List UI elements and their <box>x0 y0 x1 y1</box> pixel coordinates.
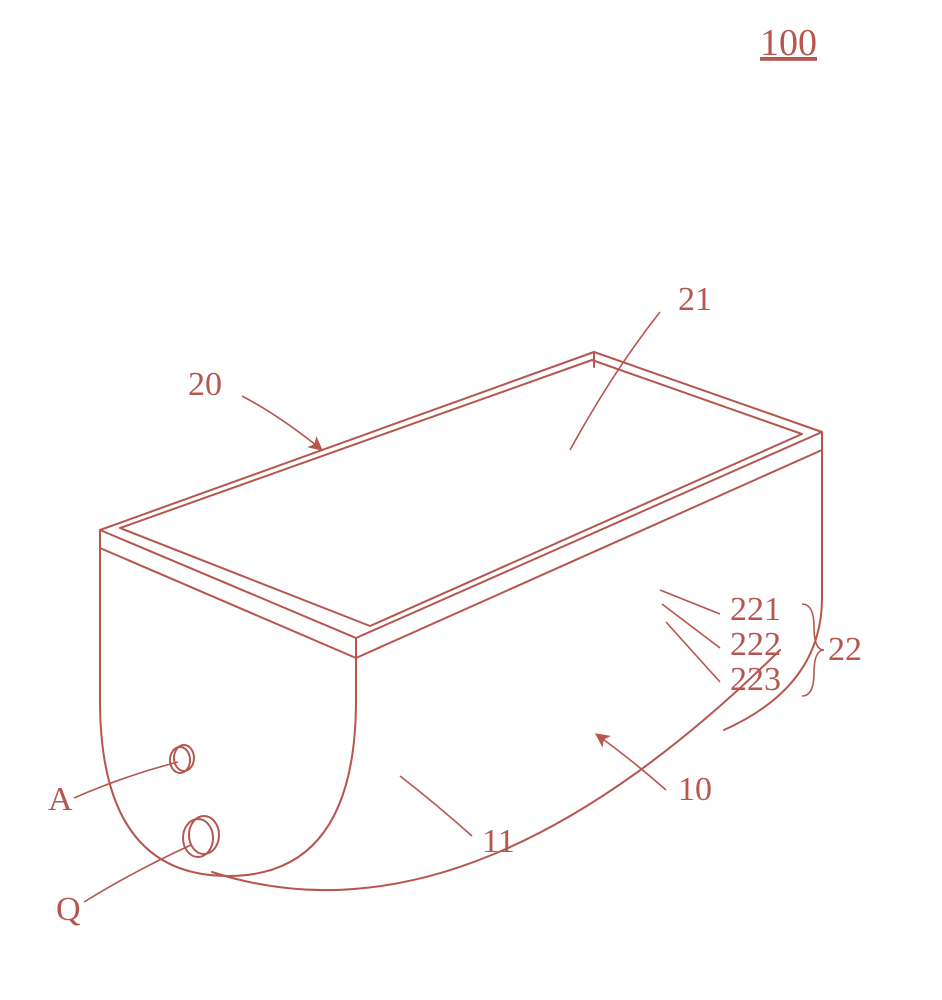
end-cap-near <box>100 548 356 876</box>
fig-number: 100 <box>760 22 817 64</box>
leader-a <box>74 762 178 798</box>
label-a: A <box>48 781 73 818</box>
device-outline <box>100 352 822 890</box>
label-q: Q <box>56 891 81 928</box>
leader-q <box>84 845 191 902</box>
label-20: 20 <box>188 366 222 403</box>
label-11: 11 <box>482 823 515 860</box>
labels: 100 20 21 10 11 A Q 221 222 223 22 <box>48 22 862 928</box>
label-22: 22 <box>828 631 862 668</box>
leader-223 <box>666 622 720 682</box>
leader-20 <box>242 396 322 450</box>
port-q-face <box>189 816 219 854</box>
label-10: 10 <box>678 771 712 808</box>
leader-10 <box>596 734 666 790</box>
leader-21 <box>570 312 660 450</box>
label-223: 223 <box>730 661 781 698</box>
leader-221 <box>660 590 720 614</box>
port-q-rim <box>183 819 213 857</box>
lid-thickness-left <box>100 530 356 658</box>
leader-lines <box>74 312 720 902</box>
leader-11 <box>400 776 472 836</box>
label-21: 21 <box>678 281 712 318</box>
label-222: 222 <box>730 626 781 663</box>
label-221: 221 <box>730 591 781 628</box>
